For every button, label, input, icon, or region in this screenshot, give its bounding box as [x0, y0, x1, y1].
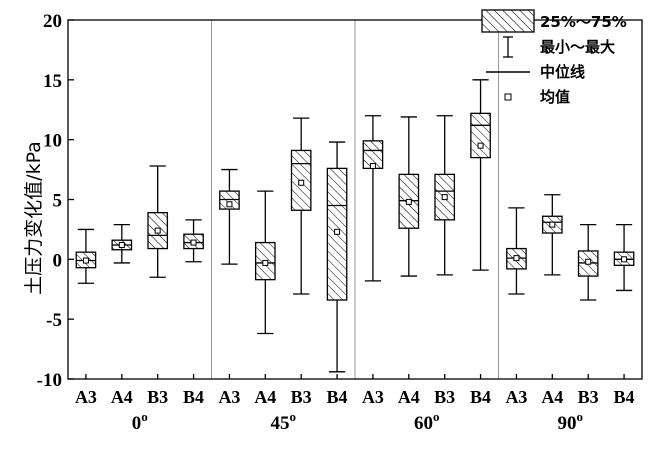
legend-label: 25%～75%	[540, 13, 627, 31]
mean-marker	[190, 239, 197, 246]
legend-item-line: 中位线	[486, 63, 585, 81]
group-label: 45o	[271, 409, 297, 434]
box-7	[326, 141, 348, 373]
box-6	[290, 117, 312, 295]
box-3	[183, 219, 204, 263]
y-axis-title: 土压力变化值/kPa	[23, 141, 45, 295]
axes: -10 -5 0 5 10 15 20 A3 A4 B3 B4 0o A3 A4 B3 B4 45o A3 A4 B3…	[37, 11, 643, 434]
category-label: B3	[291, 387, 312, 407]
y-tick-label: 20	[43, 11, 62, 32]
mean-marker	[369, 162, 376, 169]
boxes-layer	[75, 79, 635, 373]
mean-marker	[513, 255, 520, 262]
category-label: A3	[505, 387, 527, 407]
legend-swatch-square	[504, 93, 512, 101]
group-label: 0o	[132, 409, 148, 434]
mean-marker	[298, 179, 305, 186]
box-12	[506, 207, 527, 295]
category-label: A4	[254, 387, 276, 407]
mean-marker	[262, 259, 269, 266]
box-0	[75, 228, 97, 284]
mean-marker	[118, 241, 125, 248]
category-label: B4	[327, 387, 348, 407]
box-5	[254, 190, 276, 335]
mean-marker	[621, 256, 628, 263]
legend-label: 最小～最大	[540, 38, 615, 56]
legend-label: 中位线	[540, 63, 585, 81]
category-label: A4	[398, 387, 420, 407]
y-tick-label: 0	[53, 250, 63, 271]
mean-marker	[405, 198, 412, 205]
category-label: A4	[111, 387, 133, 407]
legend-item-hatched-box: 25%～75%	[481, 9, 627, 33]
legend-label: 均值	[540, 88, 570, 106]
y-tick-label: 5	[53, 191, 63, 212]
category-label: B3	[578, 387, 599, 407]
category-label: A3	[362, 387, 384, 407]
box-14	[577, 223, 599, 301]
group-separators	[211, 20, 499, 379]
mean-marker	[585, 258, 592, 265]
y-tick-label: -5	[46, 310, 62, 331]
mean-marker	[477, 142, 484, 149]
legend-item-square: 均值	[504, 88, 570, 106]
category-label: B4	[614, 387, 635, 407]
mean-marker	[334, 228, 341, 235]
legend-swatch-box	[481, 9, 535, 33]
category-label: B3	[147, 387, 168, 407]
box-1	[111, 223, 133, 264]
category-label: B4	[183, 387, 204, 407]
box-9	[398, 116, 420, 277]
y-tick-label: -10	[37, 370, 62, 391]
group-label: 60o	[414, 409, 440, 434]
box-11	[470, 79, 491, 271]
box-8	[362, 115, 384, 282]
group-label: 90o	[558, 409, 584, 434]
mean-marker	[226, 201, 233, 208]
y-tick-label: 10	[43, 131, 62, 152]
mean-marker	[82, 257, 89, 264]
category-label: A3	[218, 387, 240, 407]
box-2	[147, 165, 169, 278]
mean-marker	[441, 194, 448, 201]
category-label: B4	[470, 387, 491, 407]
box-10	[434, 115, 456, 276]
category-label: A4	[541, 387, 563, 407]
iqr-box	[470, 112, 491, 159]
legend-item-whisker: 最小～最大	[503, 36, 615, 58]
y-tick-label: 15	[43, 71, 62, 92]
category-label: B3	[434, 387, 455, 407]
category-label: A3	[75, 387, 97, 407]
box-13	[541, 194, 563, 276]
mean-marker	[154, 227, 161, 234]
box-4	[219, 168, 240, 265]
box-15	[613, 223, 635, 292]
mean-marker	[549, 221, 556, 228]
